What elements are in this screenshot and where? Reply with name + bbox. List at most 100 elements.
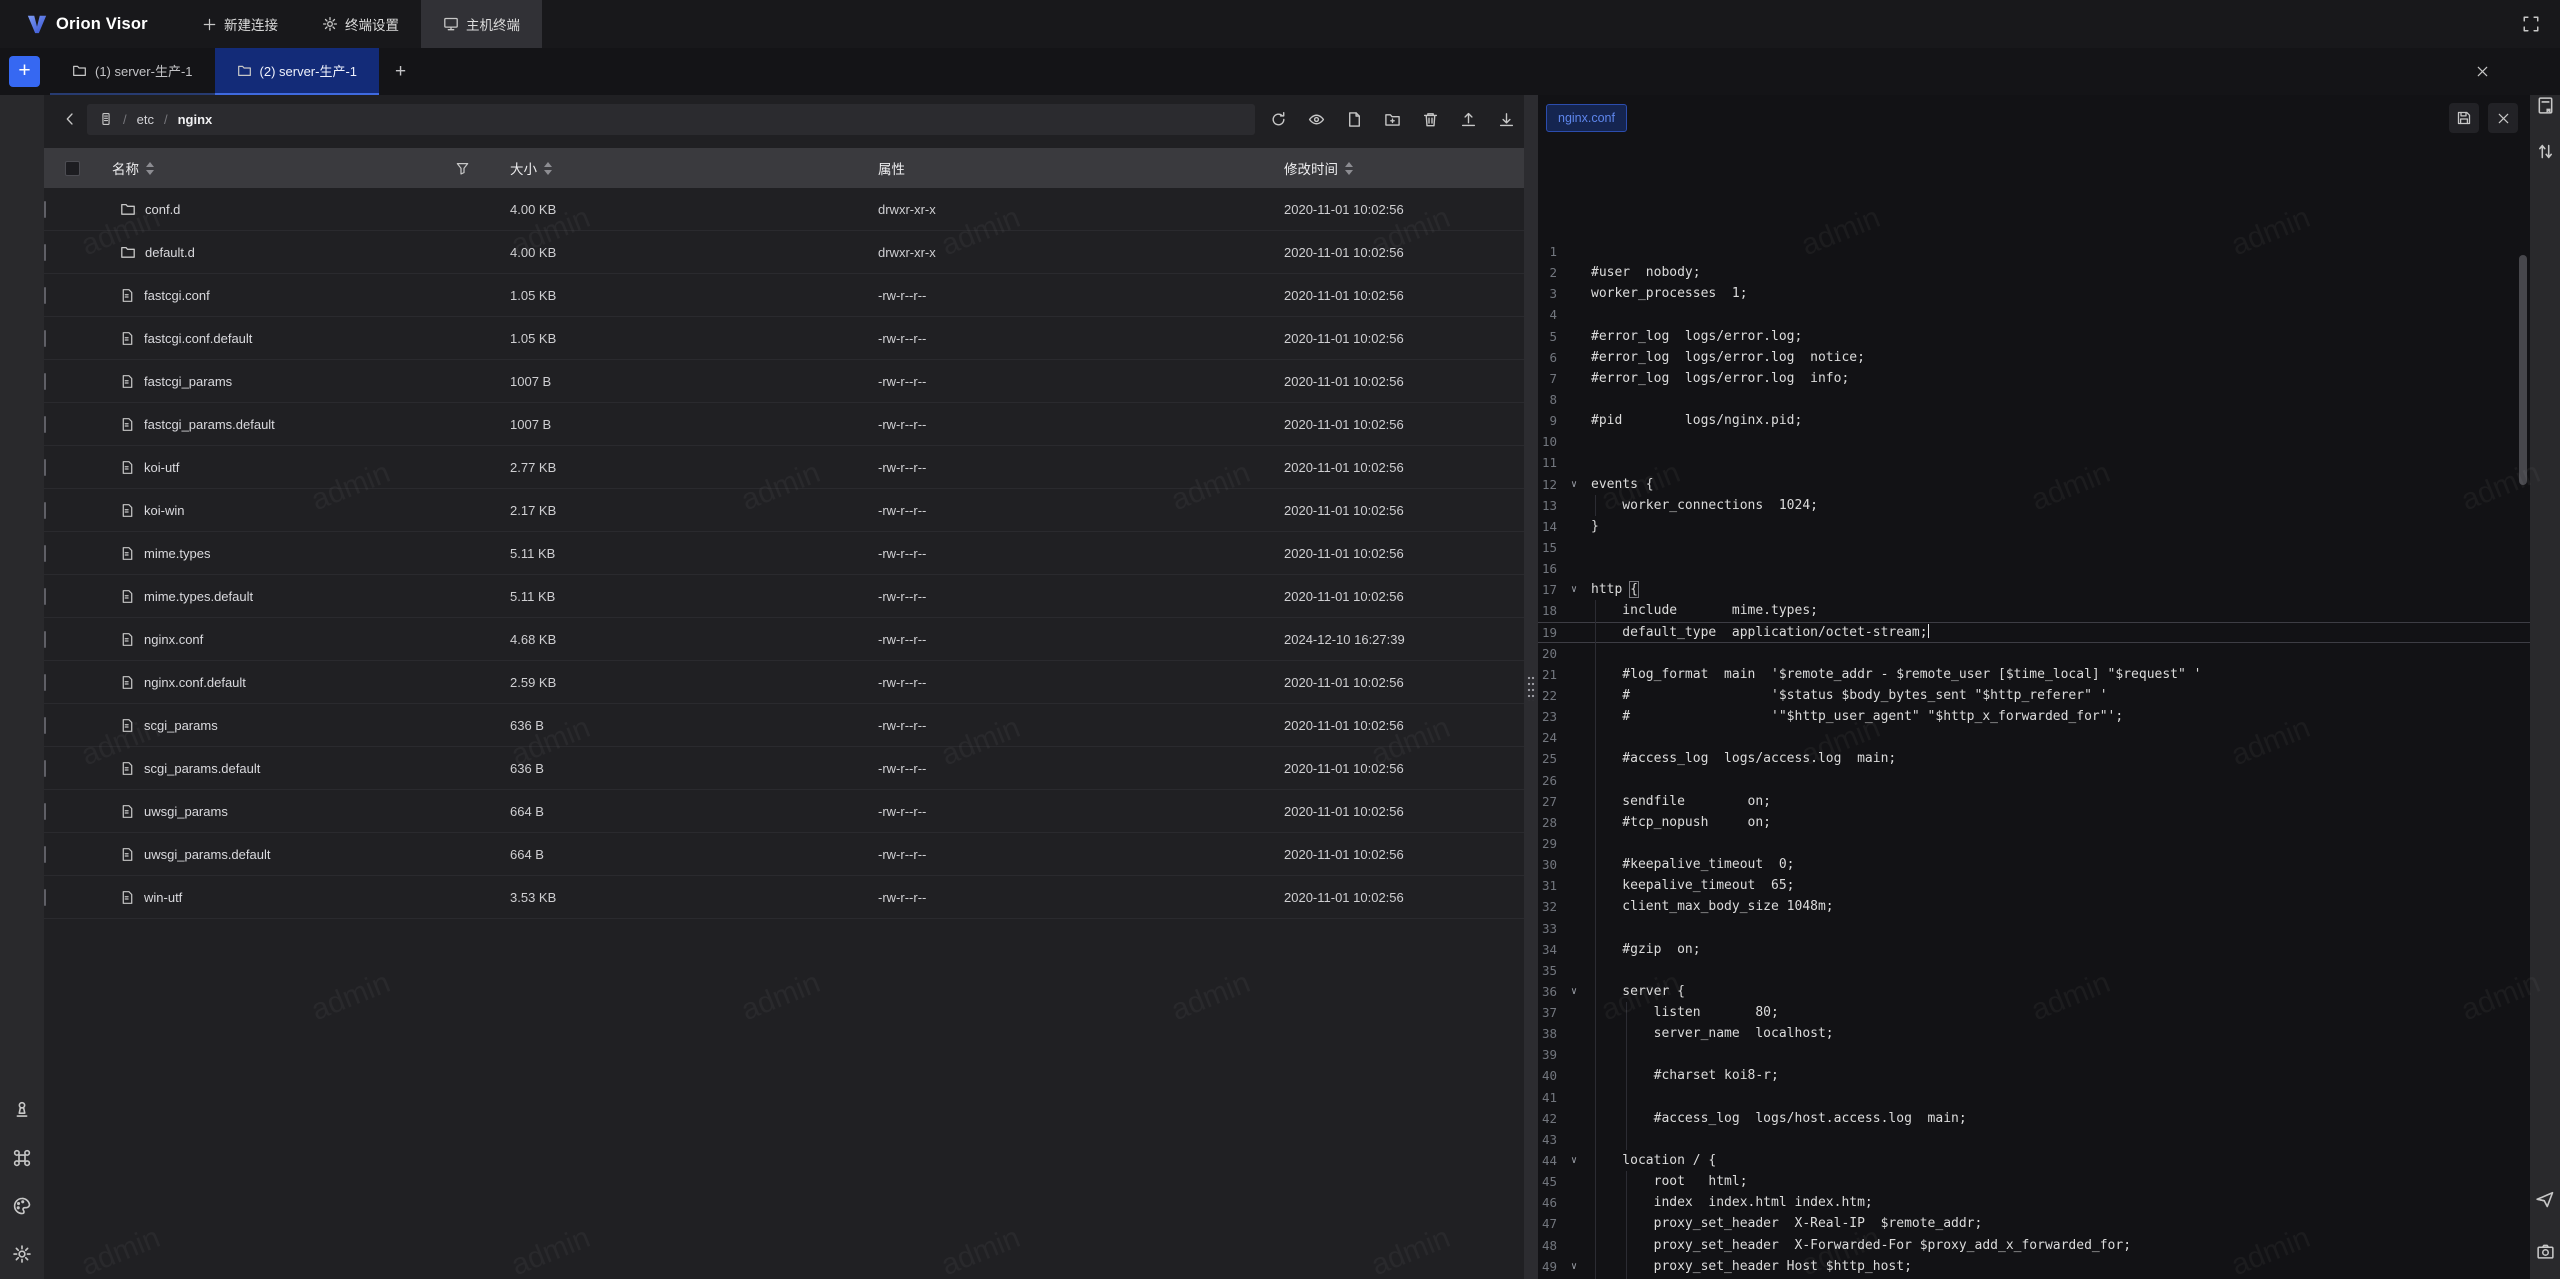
code-line[interactable]: 49 ∨ proxy_set_header Host $http_host; bbox=[1538, 1255, 2530, 1277]
table-row[interactable]: fastcgi.conf 1.05 KB -rw-r--r-- 2020-11-01 … bbox=[44, 274, 1524, 317]
table-row[interactable]: scgi_params.default 636 B -rw-r--r-- 2020-1… bbox=[44, 747, 1524, 790]
code-line[interactable]: 46 index index.html index.htm; bbox=[1538, 1192, 2530, 1214]
code-line[interactable]: 12 ∨ events { bbox=[1538, 474, 2530, 495]
code-line[interactable]: 13 worker_connections 1024; bbox=[1538, 494, 2530, 516]
code-line[interactable]: 32 client_max_body_size 1048m; bbox=[1538, 896, 2530, 918]
row-checkbox[interactable] bbox=[44, 458, 46, 476]
table-row[interactable]: conf.d 4.00 KB drwxr-xr-x 2020-11-01 10:02:… bbox=[44, 188, 1524, 231]
code-line[interactable]: 14} bbox=[1538, 516, 2530, 537]
code-line[interactable]: 39 bbox=[1538, 1044, 2530, 1066]
theme-palette-icon[interactable] bbox=[11, 1195, 33, 1217]
table-row[interactable]: fastcgi_params.default 1007 B -rw-r--r-- 20… bbox=[44, 403, 1524, 446]
screenshot-camera-icon[interactable] bbox=[2534, 1240, 2556, 1262]
menu-item-new-connection[interactable]: 新建连接 bbox=[180, 0, 300, 48]
new-file-icon[interactable] bbox=[1339, 104, 1369, 134]
code-line[interactable]: 44 ∨ location / { bbox=[1538, 1150, 2530, 1172]
save-icon[interactable] bbox=[2449, 103, 2479, 133]
table-row[interactable]: scgi_params 636 B -rw-r--r-- 2020-11-01 10:… bbox=[44, 704, 1524, 747]
back-icon[interactable] bbox=[58, 106, 82, 132]
row-checkbox[interactable] bbox=[44, 329, 46, 347]
code-line[interactable]: 33 bbox=[1538, 917, 2530, 939]
file-name[interactable]: uwsgi_params.default bbox=[144, 846, 271, 862]
tab-server-1[interactable]: (1) server-生产-1 bbox=[50, 48, 215, 95]
row-checkbox[interactable] bbox=[44, 673, 46, 691]
drag-handle-icon[interactable] bbox=[1527, 675, 1535, 701]
code-line[interactable]: 42 #access_log logs/host.access.log main… bbox=[1538, 1107, 2530, 1129]
code-line[interactable]: 29 bbox=[1538, 832, 2530, 855]
table-row[interactable]: uwsgi_params 664 B -rw-r--r-- 2020-11-01 10… bbox=[44, 790, 1524, 833]
row-checkbox[interactable] bbox=[44, 415, 46, 433]
row-checkbox[interactable] bbox=[44, 501, 46, 519]
code-line[interactable]: 25 #access_log logs/access.log main; bbox=[1538, 748, 2530, 770]
add-connection-button[interactable]: + bbox=[9, 56, 40, 87]
code-line[interactable]: 15 bbox=[1538, 537, 2530, 558]
code-line[interactable]: 43 bbox=[1538, 1128, 2530, 1151]
file-name[interactable]: fastcgi.conf bbox=[144, 287, 210, 303]
new-folder-icon[interactable] bbox=[1377, 104, 1407, 134]
settings-gear-icon[interactable] bbox=[11, 1243, 33, 1265]
editor-file-chip[interactable]: nginx.conf bbox=[1546, 104, 1627, 132]
fold-chevron-icon[interactable]: ∨ bbox=[1570, 478, 1578, 490]
code-line[interactable]: 41 bbox=[1538, 1086, 2530, 1108]
code-line[interactable]: 23 # '"$http_user_agent" "$http_x_forwar… bbox=[1538, 706, 2530, 728]
code-line[interactable]: 21 #log_format main '$remote_addr - $rem… bbox=[1538, 663, 2530, 685]
file-name[interactable]: scgi_params bbox=[144, 717, 218, 733]
file-name[interactable]: default.d bbox=[145, 244, 195, 260]
row-checkbox[interactable] bbox=[44, 759, 46, 777]
tab-server-2[interactable]: (2) server-生产-1 bbox=[214, 48, 380, 95]
code-line[interactable]: 20 bbox=[1538, 642, 2530, 664]
file-name[interactable]: conf.d bbox=[145, 201, 181, 217]
filter-funnel-icon[interactable] bbox=[455, 161, 470, 176]
breadcrumb-segment[interactable]: etc bbox=[136, 111, 154, 127]
code-line[interactable]: 45 root html; bbox=[1538, 1171, 2530, 1193]
sort-icon[interactable] bbox=[544, 161, 552, 175]
column-header-size[interactable]: 大小 bbox=[510, 158, 878, 178]
code-line[interactable]: 27 sendfile on; bbox=[1538, 790, 2530, 812]
code-line[interactable]: 3 worker_processes 1; bbox=[1538, 283, 2530, 304]
table-row[interactable]: fastcgi_params 1007 B -rw-r--r-- 2020-11-01… bbox=[44, 360, 1524, 403]
row-checkbox[interactable] bbox=[44, 544, 46, 562]
sort-icon[interactable] bbox=[1345, 161, 1353, 175]
server-icon[interactable] bbox=[99, 112, 113, 126]
file-name[interactable]: fastcgi.conf.default bbox=[144, 330, 253, 346]
table-row[interactable]: default.d 4.00 KB drwxr-xr-x 2020-11-01 10:… bbox=[44, 231, 1524, 274]
code-line[interactable]: 26 bbox=[1538, 769, 2530, 791]
fold-chevron-icon[interactable]: ∨ bbox=[1570, 985, 1578, 997]
table-row[interactable]: mime.types 5.11 KB -rw-r--r-- 2020-11-01 10… bbox=[44, 532, 1524, 575]
select-all-checkbox[interactable] bbox=[64, 160, 80, 176]
fold-chevron-icon[interactable]: ∨ bbox=[1570, 584, 1578, 596]
table-row[interactable]: mime.types.default 5.11 KB -rw-r--r-- 2020-… bbox=[44, 575, 1524, 618]
row-checkbox[interactable] bbox=[44, 716, 46, 734]
fold-chevron-icon[interactable]: ∨ bbox=[1570, 1260, 1578, 1272]
command-shortcuts-icon[interactable] bbox=[11, 1147, 33, 1169]
table-row[interactable]: uwsgi_params.default 664 B -rw-r--r-- 2020-… bbox=[44, 833, 1524, 876]
table-row[interactable]: fastcgi.conf.default 1.05 KB -rw-r--r-- 202… bbox=[44, 317, 1524, 360]
fold-chevron-icon[interactable]: ∨ bbox=[1570, 1155, 1578, 1167]
column-header-mtime[interactable]: 修改时间 bbox=[1278, 158, 1524, 178]
editor-scrollbar-thumb[interactable] bbox=[2519, 255, 2527, 485]
row-checkbox[interactable] bbox=[44, 587, 46, 605]
code-line[interactable]: 6 #error_log logs/error.log notice; bbox=[1538, 347, 2530, 368]
close-panel-icon[interactable] bbox=[2475, 48, 2490, 95]
file-bookmark-icon[interactable] bbox=[2534, 94, 2556, 116]
editor-code-area[interactable]: 1 2 #user nobody; 3 worker_processes 1; 4 5 #er… bbox=[1538, 236, 2530, 1279]
file-name[interactable]: nginx.conf.default bbox=[144, 674, 246, 690]
code-line[interactable]: 8 bbox=[1538, 389, 2530, 410]
row-checkbox[interactable] bbox=[44, 372, 46, 390]
code-line[interactable]: 4 bbox=[1538, 304, 2530, 325]
row-checkbox[interactable] bbox=[44, 286, 46, 304]
code-line[interactable]: 30 #keepalive_timeout 0; bbox=[1538, 854, 2530, 876]
table-row[interactable]: nginx.conf 4.68 KB -rw-r--r-- 2024-12-10 16… bbox=[44, 618, 1524, 661]
code-line[interactable]: 24 bbox=[1538, 727, 2530, 749]
code-line[interactable]: 7 #error_log logs/error.log info; bbox=[1538, 368, 2530, 389]
code-line[interactable]: 48 proxy_set_header X-Forwarded-For $pro… bbox=[1538, 1234, 2530, 1256]
code-line[interactable]: 9 #pid logs/nginx.pid; bbox=[1538, 410, 2530, 431]
code-line[interactable]: 22 # '$status $body_bytes_sent "$http_re… bbox=[1538, 684, 2530, 707]
menu-item-terminal-settings[interactable]: 终端设置 bbox=[300, 0, 421, 48]
code-line[interactable]: 38 server_name localhost; bbox=[1538, 1023, 2530, 1045]
code-line[interactable]: 1 bbox=[1538, 241, 2530, 262]
code-line[interactable]: 28 #tcp_nopush on; bbox=[1538, 811, 2530, 833]
table-row[interactable]: win-utf 3.53 KB -rw-r--r-- 2020-11-01 10:02… bbox=[44, 876, 1524, 919]
code-line[interactable]: 50 # web history 模式 404 bbox=[1538, 1276, 2530, 1279]
code-line[interactable]: 17 ∨ http { bbox=[1538, 579, 2530, 600]
